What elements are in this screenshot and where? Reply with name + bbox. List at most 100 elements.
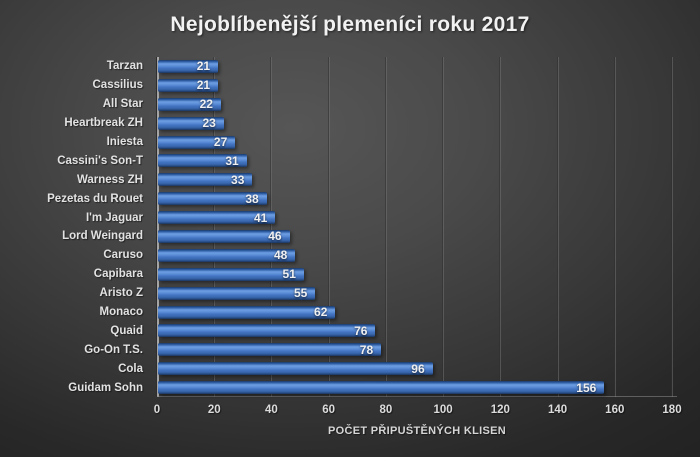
chart-title: Nejoblíbenější plemeníci roku 2017 (170, 13, 530, 36)
bar-row: 76 (158, 321, 677, 340)
category-label: Heartbreak ZH (64, 117, 143, 130)
y-axis-line (157, 57, 159, 397)
category-label: All Star (102, 98, 143, 111)
bar-value-label: 48 (273, 248, 288, 263)
bar: 33 (158, 172, 253, 187)
bar: 41 (158, 210, 276, 225)
category-label: Aristo Z (99, 287, 143, 300)
label-row: Iniesta (0, 133, 143, 152)
bar: 21 (158, 59, 219, 74)
bar-value-label: 21 (196, 59, 211, 74)
label-row: Pezetas du Rouet (0, 189, 143, 208)
bar-row: 21 (158, 76, 677, 95)
bar: 62 (158, 305, 336, 320)
label-row: Go-On T.S. (0, 340, 143, 359)
bar-row: 27 (158, 133, 677, 152)
x-tick-label: 160 (605, 404, 625, 416)
bar-value-label: 76 (354, 323, 368, 338)
bars-container: 21 21 22 23 27 31 33 38 41 46 48 51 55 62 76 78 96 156 (158, 57, 677, 397)
category-label: Tarzan (106, 60, 143, 73)
label-row: Monaco (0, 303, 143, 322)
label-row: Quaid (0, 321, 143, 340)
bar-value-label: 31 (225, 153, 239, 168)
bar-value-label: 38 (245, 191, 259, 206)
gridline (328, 57, 330, 397)
bar-row: 48 (158, 246, 677, 265)
gridline (500, 57, 502, 397)
category-label: I'm Jaguar (85, 211, 143, 224)
bar-row: 78 (158, 340, 677, 359)
bar-value-label: 51 (282, 267, 296, 282)
bar: 31 (158, 153, 247, 168)
bar-value-label: 62 (314, 305, 328, 320)
x-tick-label: 120 (490, 404, 510, 416)
bar: 156 (158, 380, 605, 395)
bar: 78 (158, 343, 382, 357)
bar-row: 38 (158, 189, 677, 208)
category-label: Quaid (110, 324, 143, 337)
plot-area: 21 21 22 23 27 31 33 38 41 46 48 51 55 62 76 78 96 156 0 2… (154, 57, 682, 437)
label-row: Heartbreak ZH (0, 114, 143, 133)
label-row: Cola (0, 359, 143, 378)
gridline (443, 57, 445, 397)
bar-value-label: 21 (196, 78, 211, 93)
category-label: Cassilius (92, 79, 144, 92)
bar: 76 (158, 323, 376, 338)
bar-value-label: 23 (202, 116, 216, 131)
bar: 51 (158, 267, 304, 282)
bar-row: 55 (158, 284, 677, 303)
bar-value-label: 156 (576, 380, 597, 395)
x-tick-label: 60 (322, 404, 336, 416)
bar-value-label: 33 (231, 172, 245, 187)
bar: 96 (158, 362, 433, 376)
category-label: Pezetas du Rouet (47, 192, 143, 205)
x-tick-label: 100 (433, 404, 453, 416)
label-row: Caruso (0, 246, 143, 265)
category-label: Warness ZH (76, 173, 143, 186)
label-row: Guidam Sohn (0, 378, 143, 397)
bar-row: 31 (158, 151, 677, 170)
bar-row: 51 (158, 265, 677, 284)
x-tick-label: 140 (547, 404, 568, 416)
label-row: Capibara (0, 265, 143, 284)
x-tick-label: 40 (265, 404, 278, 416)
category-label: Caruso (103, 249, 143, 262)
bar-value-label: 46 (268, 229, 282, 244)
label-row: Lord Weingard (0, 227, 143, 246)
gridline (385, 57, 387, 397)
label-row: Cassilius (0, 76, 144, 95)
category-label: Go-On T.S. (84, 343, 143, 356)
category-label: Lord Weingard (62, 230, 143, 243)
label-row: I'm Jaguar (0, 208, 143, 227)
gridline (614, 57, 616, 397)
bar-row: 41 (158, 208, 677, 227)
bar-value-label: 41 (253, 210, 268, 225)
x-tick-label: 0 (153, 404, 161, 416)
bar-value-label: 22 (199, 97, 213, 112)
category-axis: Tarzan Cassilius All Star Heartbreak ZH Inie… (0, 57, 143, 397)
bar: 27 (158, 135, 236, 149)
x-axis-line (157, 396, 677, 397)
gridline (672, 57, 673, 397)
bar-row: 33 (158, 170, 677, 189)
label-row: Cassini's Son-T (0, 151, 143, 170)
bar-row: 156 (158, 378, 677, 397)
label-row: Warness ZH (0, 170, 143, 189)
bar: 55 (158, 286, 316, 301)
label-row: Tarzan (0, 57, 143, 76)
category-label: Cassini's Son-T (57, 154, 143, 167)
bar-row: 96 (158, 359, 677, 378)
bar: 22 (158, 97, 221, 112)
bar-row: 21 (158, 57, 677, 76)
x-tick-label: 20 (207, 404, 221, 416)
bar: 38 (158, 191, 267, 206)
bar-row: 62 (158, 303, 677, 322)
gridline (214, 57, 216, 397)
bar-row: 23 (158, 114, 677, 133)
label-row: All Star (0, 95, 143, 114)
bar-value-label: 55 (294, 286, 308, 301)
gridline (271, 57, 273, 397)
x-tick-label: 80 (379, 404, 393, 416)
bar: 21 (158, 78, 219, 93)
x-axis-title: POČET PŘIPUŠTĚNÝCH KLISEN (327, 425, 507, 437)
